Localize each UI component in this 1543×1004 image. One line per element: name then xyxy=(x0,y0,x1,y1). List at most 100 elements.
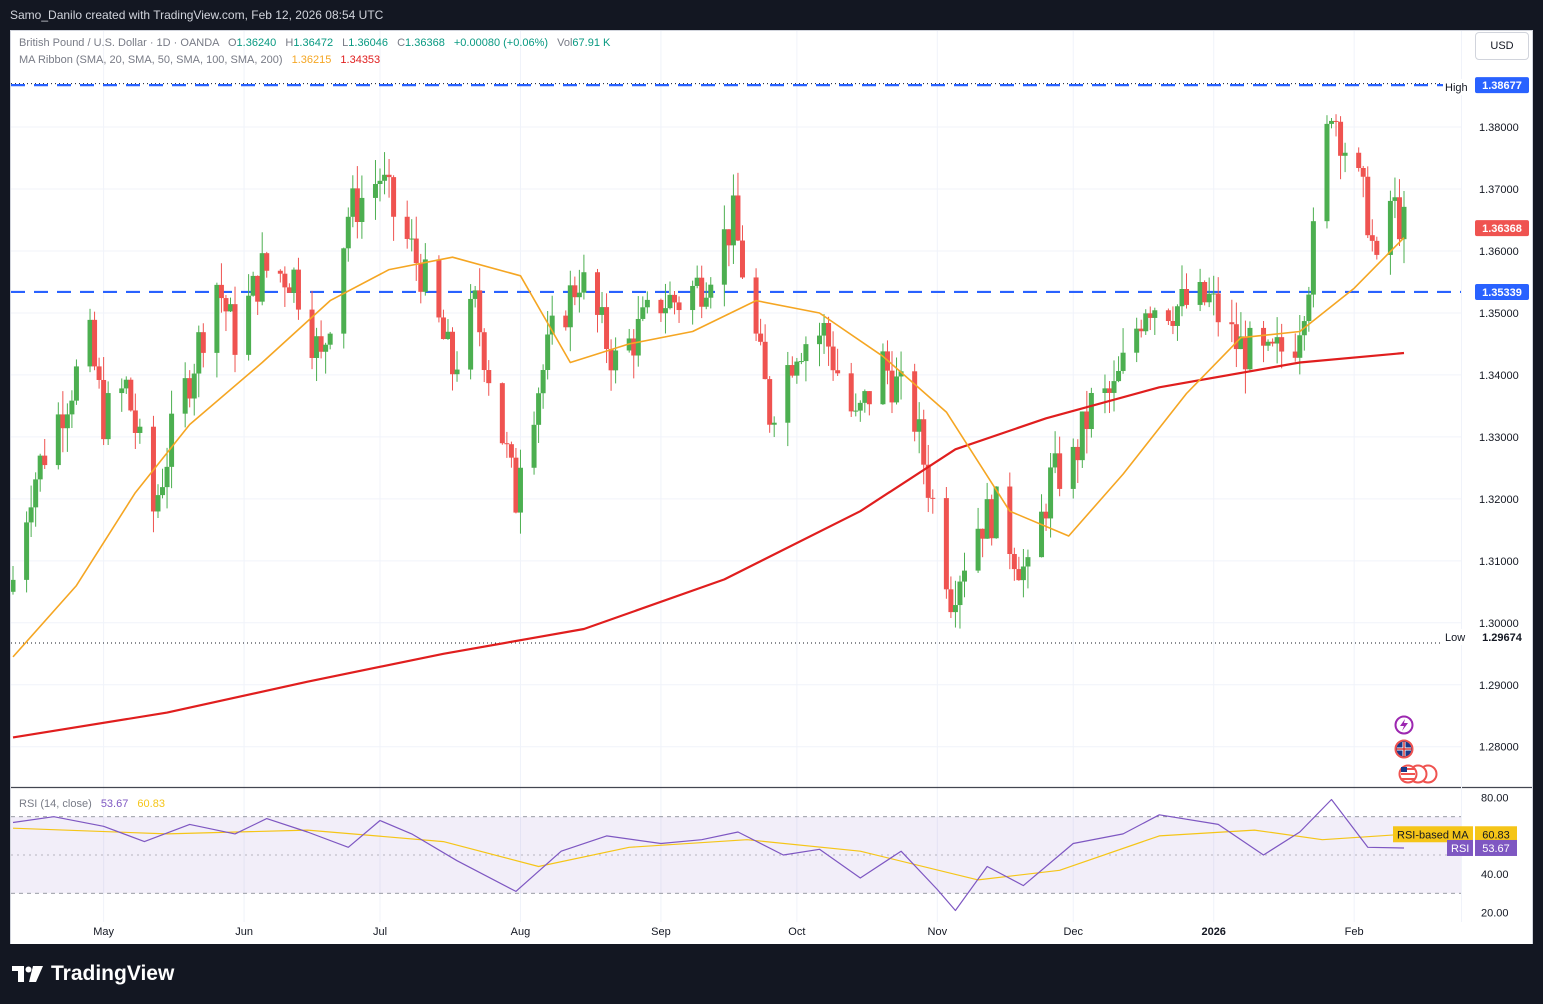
rsi-tag: RSI 53.67 xyxy=(1447,839,1517,856)
candle xyxy=(1170,306,1176,335)
candle-body xyxy=(957,581,963,606)
candle xyxy=(921,409,927,485)
candle xyxy=(277,269,283,283)
candle-body xyxy=(1387,200,1393,255)
candle xyxy=(309,290,315,370)
candle-body xyxy=(1111,381,1117,393)
candle-body xyxy=(182,378,188,414)
candle-body xyxy=(60,414,66,429)
candle xyxy=(1265,339,1271,351)
candle-body xyxy=(1134,328,1140,353)
price-tick-label: 1.31000 xyxy=(1479,556,1519,568)
candle xyxy=(721,205,727,307)
candle xyxy=(391,175,397,241)
candle-body xyxy=(708,284,714,298)
candle xyxy=(898,351,904,400)
candle xyxy=(821,314,827,354)
time-tick-label: 2026 xyxy=(1201,926,1225,938)
candle-body xyxy=(418,263,424,292)
candle xyxy=(1075,439,1081,484)
legend[interactable]: British Pound / U.S. Dollar · 1D · OANDA… xyxy=(19,37,611,810)
candle xyxy=(1274,317,1280,364)
candle xyxy=(667,281,673,310)
candle xyxy=(789,356,795,378)
candle-body xyxy=(567,285,573,328)
legend-change: +0.00080 (+0.06%) xyxy=(454,37,548,49)
candle xyxy=(436,255,442,323)
candle xyxy=(123,376,129,394)
candle-body xyxy=(726,229,732,246)
legend-close: 1.36368 xyxy=(405,37,445,49)
candle-body xyxy=(1016,569,1022,581)
candle-body xyxy=(105,393,111,440)
candle-body xyxy=(658,299,664,314)
candle-body xyxy=(789,365,795,376)
candle xyxy=(1242,320,1248,394)
candle xyxy=(604,293,610,364)
price-axis[interactable]: 1.38000 1.37000 1.36000 1.35000 1.34000 1.330… xyxy=(1479,122,1519,754)
candle-body xyxy=(277,270,283,274)
candle xyxy=(1301,316,1307,351)
rsi-band xyxy=(11,816,1461,894)
legend-rsi-label: RSI (14, close) xyxy=(19,798,92,810)
low-label-text: Low xyxy=(1445,632,1465,644)
candle-body xyxy=(1279,337,1285,352)
candle-body xyxy=(821,323,827,336)
candle-body xyxy=(386,174,392,178)
rsi-ma-tag-bg xyxy=(1475,826,1517,843)
candle xyxy=(1233,302,1239,368)
candle xyxy=(1197,268,1203,312)
candle xyxy=(826,316,832,366)
candle xyxy=(726,229,732,267)
currency-button[interactable]: USD xyxy=(1475,32,1529,60)
candle-body xyxy=(187,378,193,399)
candle xyxy=(1143,309,1149,335)
event-icons[interactable] xyxy=(1394,715,1438,784)
chart-svg[interactable]: 1.38000 1.37000 1.36000 1.35000 1.34000 1.330… xyxy=(11,31,1532,944)
candle xyxy=(345,207,351,262)
candle xyxy=(164,447,170,509)
candle xyxy=(33,472,39,527)
low-tag: 1.29674 xyxy=(1475,629,1529,645)
candle-body xyxy=(880,351,886,405)
candle xyxy=(1048,452,1054,538)
candle xyxy=(739,225,745,280)
candle xyxy=(1261,321,1267,363)
candle-body xyxy=(1247,327,1253,370)
candle xyxy=(1215,277,1221,337)
candle xyxy=(853,393,859,417)
tradingview-logo[interactable]: TradingView xyxy=(12,962,174,986)
candle xyxy=(1360,165,1366,198)
candle-body xyxy=(699,277,705,307)
lightning-icon[interactable] xyxy=(1394,715,1414,735)
moving-averages xyxy=(12,237,1405,739)
candle xyxy=(730,174,736,264)
time-tick-label: May xyxy=(93,926,114,938)
candle xyxy=(672,291,678,315)
candle-body xyxy=(372,183,378,198)
candle xyxy=(499,382,505,445)
candle xyxy=(980,528,986,558)
uk-flag-icon[interactable] xyxy=(1394,739,1414,759)
rsi-axis[interactable]: 80.00 40.00 20.00 xyxy=(1481,793,1509,920)
us-flag-icon[interactable] xyxy=(1398,764,1438,784)
candle xyxy=(894,357,900,405)
candle xyxy=(155,484,161,519)
candle xyxy=(943,487,949,599)
chart-frame[interactable]: 1.38000 1.37000 1.36000 1.35000 1.34000 1.330… xyxy=(10,30,1533,945)
candle xyxy=(889,351,895,414)
candle-body xyxy=(382,174,388,181)
candle-body xyxy=(613,350,619,371)
candle xyxy=(957,575,963,629)
candle-body xyxy=(1075,446,1081,461)
candle-body xyxy=(1242,336,1248,370)
candle xyxy=(377,168,383,202)
candle-body xyxy=(1215,293,1221,323)
time-axis[interactable]: May Jun Jul Aug Sep Oct Nov Dec 2026 Feb xyxy=(93,926,1363,938)
candle-body xyxy=(912,371,918,432)
candle xyxy=(785,351,791,447)
candle xyxy=(640,296,646,322)
candle-body xyxy=(1374,240,1380,255)
candle-body xyxy=(1369,235,1375,241)
candle-body xyxy=(282,273,288,288)
